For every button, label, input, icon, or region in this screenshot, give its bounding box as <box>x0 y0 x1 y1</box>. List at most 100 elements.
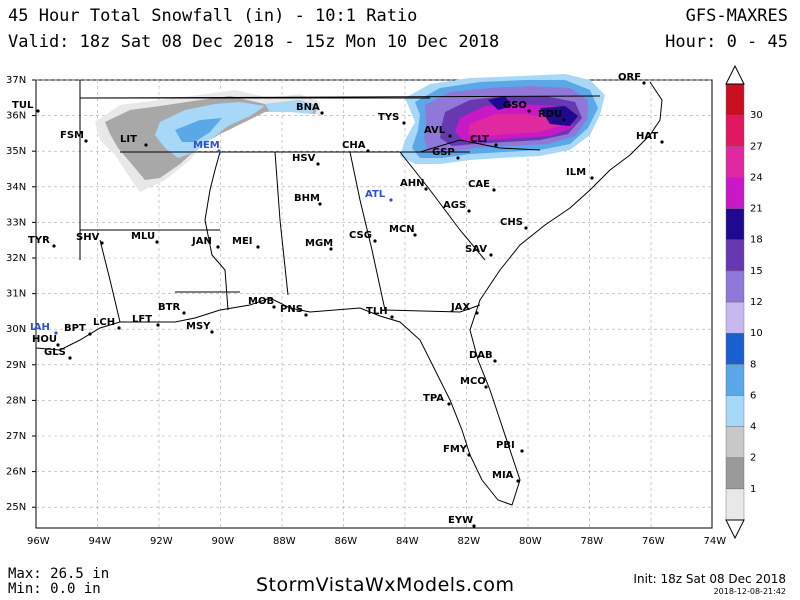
city-hat: HAT <box>636 131 664 144</box>
lon-tick-label: 78W <box>581 536 604 547</box>
city-label: MLU <box>131 231 155 242</box>
city-hou: HOU <box>32 334 60 347</box>
city-label: PNS <box>280 304 303 315</box>
colorbar-label: 24 <box>750 172 763 183</box>
city-label: ILM <box>566 167 586 178</box>
colorbar-bottom-arrow <box>725 519 745 540</box>
lon-tick-label: 96W <box>27 536 50 547</box>
city-label: SHV <box>76 232 100 243</box>
city-mob: MOB <box>248 296 276 309</box>
lat-tick-label: 35N <box>6 146 26 157</box>
max-value: Max: 26.5 in <box>8 566 110 582</box>
city-label: MOB <box>248 296 274 307</box>
city-eyw: EYW <box>448 515 476 528</box>
city-label: MIA <box>492 470 514 481</box>
city-label: TYS <box>378 112 399 123</box>
city-label: FMY <box>443 444 468 455</box>
city-label: MEM <box>193 140 220 151</box>
city-mei: MEI <box>232 236 260 249</box>
city-ahn: AHN <box>400 178 428 191</box>
city-label: GLS <box>44 347 66 358</box>
lat-tick-label: 37N <box>6 75 26 86</box>
map-svg: 37N36N35N34N33N32N31N30N29N28N27N26N25N … <box>6 64 763 547</box>
lat-tick-label: 34N <box>6 182 26 193</box>
city-label: BNA <box>296 102 320 113</box>
city-label: TPA <box>423 393 444 404</box>
colorbar-swatch <box>725 177 745 209</box>
city-label: FSM <box>60 130 84 141</box>
city-label: BTR <box>158 302 180 313</box>
city-label: AHN <box>400 178 424 189</box>
lon-tick-label: 88W <box>273 536 296 547</box>
city-label: LFT <box>132 314 152 325</box>
city-label: HOU <box>32 334 57 345</box>
city-clt: CLT <box>470 134 498 147</box>
colorbar-swatch <box>725 364 745 396</box>
lat-tick-label: 30N <box>6 324 26 335</box>
lat-tick-label: 27N <box>6 431 26 442</box>
city-label: SAV <box>465 244 487 255</box>
city-tpa: TPA <box>423 393 451 406</box>
colorbar-swatch <box>725 239 745 272</box>
city-label: TYR <box>28 235 50 246</box>
city-label: LIT <box>120 134 137 145</box>
colorbar-swatch <box>725 488 745 521</box>
city-msy: MSY <box>186 321 214 334</box>
lat-tick-label: 26N <box>6 467 26 478</box>
city-label: CHS <box>500 217 523 228</box>
city-label: MCO <box>460 376 486 387</box>
city-jan: JAN <box>191 236 220 249</box>
longitude-axis: 96W 94W 92W 90W 88W 86W 84W 82W 80W 78W 76W 74W <box>27 536 726 547</box>
colorbar-swatch <box>725 270 745 303</box>
city-btr: BTR <box>158 302 186 315</box>
city-tul: TUL <box>12 100 40 113</box>
colorbar-label: 27 <box>750 141 763 152</box>
lon-tick-label: 86W <box>335 536 358 547</box>
city-gsp: GSP <box>432 147 460 160</box>
city-label: RDU <box>538 109 562 120</box>
city-label: GSO <box>503 100 527 111</box>
colorbar-label: 2 <box>750 453 756 464</box>
lat-tick-label: 25N <box>6 502 26 513</box>
city-label: CLT <box>470 134 489 145</box>
colorbar-swatch <box>725 426 745 458</box>
city-mem: MEM <box>193 140 221 153</box>
city-label: LCH <box>93 317 115 328</box>
city-label: JAN <box>191 236 212 247</box>
site-watermark: StormVistaWxModels.com <box>256 574 515 596</box>
city-fsm: FSM <box>60 130 88 143</box>
city-tyr: TYR <box>28 235 56 248</box>
city-atl: ATL <box>365 189 393 202</box>
lat-tick-label: 33N <box>6 217 26 228</box>
snowfall-map: 37N 36N 35N 34N 33N 32N 31N 30N 29N 28N 27N 26N 25N … <box>0 60 800 550</box>
city-rdu: RDU <box>538 109 566 122</box>
lon-tick-label: 90W <box>212 536 235 547</box>
colorbar-swatch <box>725 332 745 365</box>
city-mcn: MCN <box>389 224 417 237</box>
city-markers: TUL FSM LIT MEM BNA TYS GSO RDU ORF AVL CLT HAT CHA G… <box>12 72 664 528</box>
city-label: TUL <box>12 100 34 111</box>
lon-tick-label: 76W <box>642 536 665 547</box>
city-lit: LIT <box>120 134 148 147</box>
city-label: BHM <box>294 193 320 204</box>
lon-tick-label: 92W <box>150 536 173 547</box>
city-lft: LFT <box>132 314 160 327</box>
city-tlh: TLH <box>366 306 394 319</box>
city-label: HAT <box>636 131 658 142</box>
city-label: ORF <box>618 72 641 83</box>
colorbar-label: 30 <box>750 110 763 121</box>
init-time: Init: 18z Sat 08 Dec 2018 <box>633 572 786 586</box>
colorbar-swatch <box>725 208 745 240</box>
city-label: MSY <box>186 321 211 332</box>
city-pns: PNS <box>280 304 308 317</box>
lat-tick-label: 29N <box>6 360 26 371</box>
city-hsv: HSV <box>292 153 320 166</box>
lon-tick-label: 84W <box>396 536 419 547</box>
colorbar-label: 15 <box>750 266 763 277</box>
city-mlu: MLU <box>131 231 159 244</box>
city-label: BPT <box>64 323 86 334</box>
lon-tick-label: 80W <box>519 536 542 547</box>
forecast-hour-range: Hour: 0 - 45 <box>665 32 788 52</box>
colorbar-swatch <box>725 301 745 334</box>
